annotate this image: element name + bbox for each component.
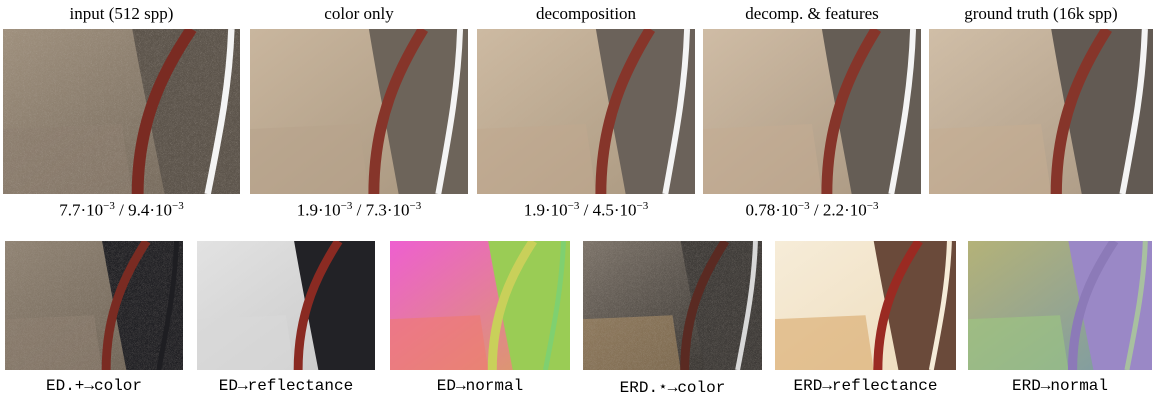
image-panel (250, 29, 468, 194)
panel-caption: ED.+→color (0, 377, 194, 395)
exponent: −3 (568, 200, 580, 212)
metric-text: 1.9·10 (524, 201, 568, 220)
metric-text: / 2.2·10 (810, 201, 867, 220)
image-panel (197, 241, 375, 370)
image-panel (968, 241, 1152, 370)
exponent: −3 (798, 200, 810, 212)
exponent: −3 (410, 200, 422, 212)
panel-caption: decomp. & features (682, 4, 942, 24)
error-metric: 0.78·10−3 / 2.2·10−3 (682, 200, 942, 221)
image-panel (583, 241, 762, 370)
panel-caption: color only (229, 4, 489, 24)
panel-caption: ground truth (16k spp) (911, 4, 1156, 24)
image-panel (5, 241, 183, 370)
panel-caption: ERD.⋆→color (573, 377, 773, 397)
metric-text: 7.7·10 (59, 201, 103, 220)
image-panel (775, 241, 956, 370)
panel-caption: decomposition (456, 4, 716, 24)
exponent: −3 (637, 200, 649, 212)
metric-text: / 4.5·10 (579, 201, 636, 220)
panel-caption: input (512 spp) (0, 4, 252, 24)
image-panel (929, 29, 1153, 194)
panel-caption: ED→reflectance (186, 377, 386, 395)
metric-text: 0.78·10 (746, 201, 798, 220)
exponent: −3 (103, 200, 115, 212)
image-panel (477, 29, 695, 194)
exponent: −3 (341, 200, 353, 212)
image-panel (703, 29, 921, 194)
panel-caption: ERD→reflectance (766, 377, 966, 395)
image-panel (390, 241, 570, 370)
metric-text: 1.9·10 (297, 201, 341, 220)
error-metric: 1.9·10−3 / 4.5·10−3 (456, 200, 716, 221)
panel-caption: ERD→normal (960, 377, 1156, 395)
error-metric: 7.7·10−3 / 9.4·10−3 (0, 200, 252, 221)
exponent: −3 (867, 200, 879, 212)
exponent: −3 (172, 200, 184, 212)
figure: input (512 spp) 7.7·10−3 / 9.4·10−3color… (0, 0, 1156, 402)
image-panel (3, 29, 240, 194)
metric-text: / 7.3·10 (352, 201, 409, 220)
panel-caption: ED→normal (380, 377, 580, 395)
error-metric: 1.9·10−3 / 7.3·10−3 (229, 200, 489, 221)
metric-text: / 9.4·10 (115, 201, 172, 220)
